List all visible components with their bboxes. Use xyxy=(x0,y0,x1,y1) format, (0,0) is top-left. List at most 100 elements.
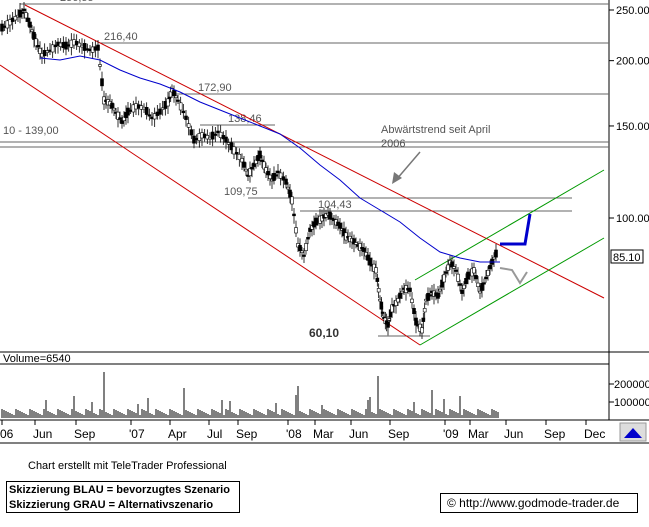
candle-body xyxy=(442,274,446,283)
candle-body xyxy=(438,288,442,292)
candle-body xyxy=(428,294,432,297)
candle-body xyxy=(308,227,312,232)
x-tick-label: 06 xyxy=(0,427,14,441)
candle-body xyxy=(440,279,444,288)
candle-body xyxy=(414,317,418,326)
candle-body xyxy=(450,261,454,268)
level-label: 109,75 xyxy=(224,186,258,198)
trend-annotation-line1: Abwärtstrend seit April xyxy=(381,124,490,136)
x-tick-label: Sep xyxy=(388,427,410,441)
y-tick-label: 150.00 xyxy=(616,121,649,133)
y-tick-label: 250.00 xyxy=(616,5,649,17)
candle-body xyxy=(302,254,306,257)
candle-body xyxy=(272,173,276,181)
candle-body xyxy=(120,119,124,124)
candle-body xyxy=(240,158,244,163)
candle-body xyxy=(422,308,427,313)
candle-body xyxy=(189,129,194,136)
candle-body xyxy=(234,152,239,155)
candle-body xyxy=(278,172,283,179)
x-tick-label: Jun xyxy=(349,427,368,441)
candle-body xyxy=(147,114,152,117)
candle-body xyxy=(412,308,416,315)
candle-body xyxy=(286,186,290,190)
candle-body xyxy=(42,50,47,57)
candle-body xyxy=(116,111,120,120)
y-tick-label: 200.00 xyxy=(616,56,649,68)
x-tick-label: Jul xyxy=(207,427,222,441)
candle-body xyxy=(354,242,358,245)
moving-average-line xyxy=(39,55,500,263)
candle-body xyxy=(122,116,126,121)
candle-body xyxy=(178,102,183,111)
y-axis-ticks: 250.00 200.00 150.00 100.00 xyxy=(609,5,649,225)
candle-body xyxy=(300,250,304,253)
x-tick-label: Dec xyxy=(584,427,605,441)
source-url[interactable]: © http://www.godmode-trader.de xyxy=(440,493,638,513)
candle-body xyxy=(368,257,372,266)
x-tick-label: '09 xyxy=(443,427,459,441)
candle-body xyxy=(176,99,180,102)
downtrend-upper-line xyxy=(24,4,605,299)
price-panel xyxy=(0,0,609,352)
candle-body xyxy=(374,267,378,274)
candle-body xyxy=(172,90,176,97)
candle-body xyxy=(184,115,188,120)
volume-tick-label: 200000 xyxy=(614,379,649,391)
level-label: 138,46 xyxy=(228,113,262,125)
volume-bars xyxy=(1,372,499,418)
candle-body xyxy=(352,238,356,245)
draw-tool-icon xyxy=(624,428,642,438)
trend-annotation-line2: 2006 xyxy=(381,138,405,150)
candle-body xyxy=(262,161,266,170)
candle-body xyxy=(486,269,490,276)
candle-body xyxy=(152,113,157,120)
legend-gray: Skizzierung GRAU = Alternativszenario xyxy=(9,499,214,511)
candle-body xyxy=(38,47,42,54)
candle-body xyxy=(288,189,292,198)
candle-body xyxy=(24,12,28,19)
candle-body xyxy=(452,266,456,269)
candle-body xyxy=(32,32,36,40)
candle-body xyxy=(250,167,254,170)
candle-body xyxy=(488,265,492,270)
candle-body xyxy=(482,282,486,285)
candle-body xyxy=(458,283,462,286)
candle-body xyxy=(304,243,308,251)
candle-body xyxy=(410,298,414,303)
candle-body xyxy=(264,167,268,174)
candle-body xyxy=(276,170,280,174)
candle-body xyxy=(375,277,380,282)
candle-body xyxy=(310,225,314,230)
chart-credit: Chart erstellt mit TeleTrader Profession… xyxy=(28,460,227,472)
candle-body xyxy=(376,288,381,293)
candle-body xyxy=(324,213,328,218)
candle-body xyxy=(398,292,402,299)
level-label: 256,55 xyxy=(60,0,94,4)
candle-body xyxy=(77,42,82,47)
candle-body xyxy=(248,168,252,176)
level-label: 216,40 xyxy=(104,31,138,43)
x-tick-label: Jun xyxy=(504,427,523,441)
candle-body xyxy=(454,269,458,272)
candle-body xyxy=(258,150,262,159)
candle-body xyxy=(158,108,162,115)
horizontal-levels: 256,55 216,40 172,90 138,46 10 - 139,00 109,7… xyxy=(0,0,609,340)
candle-body xyxy=(484,276,488,280)
candle-body xyxy=(426,293,430,301)
last-price-box xyxy=(610,249,644,264)
candle-body xyxy=(460,289,464,294)
volume-tick-label: 100000 xyxy=(614,397,649,409)
downtrend-lower-line xyxy=(0,64,421,346)
candle-body xyxy=(26,17,30,22)
candle-body xyxy=(394,299,398,306)
candle-body xyxy=(13,16,18,21)
candle-body xyxy=(100,78,104,87)
candle-body xyxy=(8,19,12,26)
candle-body xyxy=(22,8,26,12)
candle-body xyxy=(181,110,186,114)
candle-body xyxy=(266,171,270,176)
candle-body xyxy=(390,304,394,313)
candle-body xyxy=(446,264,450,271)
legend-blue: Skizzierung BLAU = bevorzugtes Szenario xyxy=(9,484,230,496)
